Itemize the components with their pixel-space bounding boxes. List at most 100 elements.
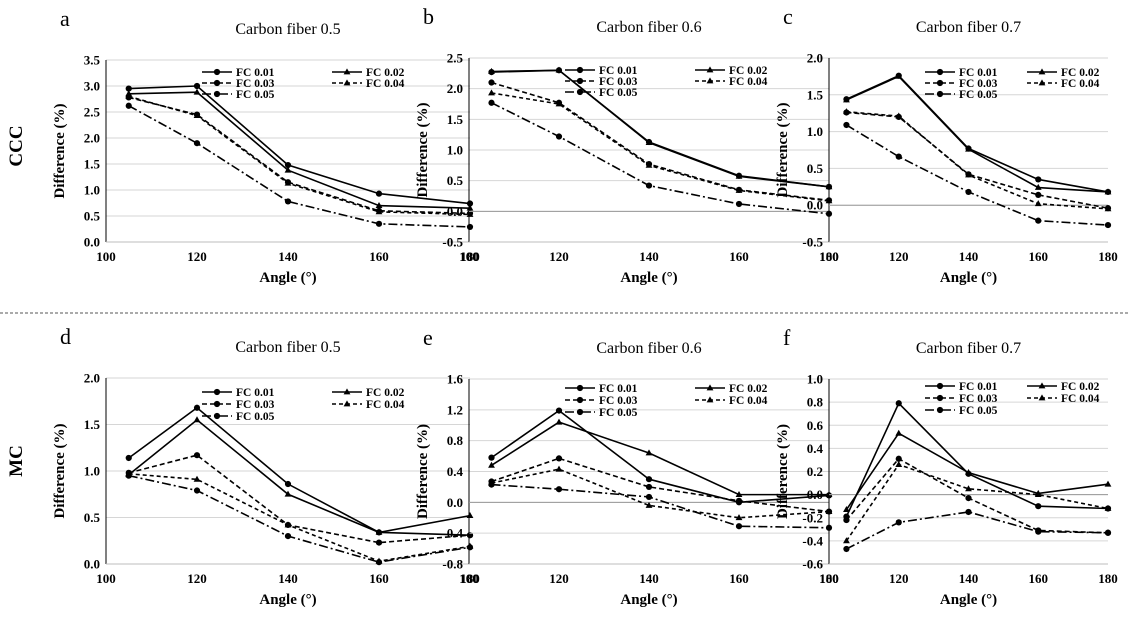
legend-marker-fc-005	[576, 408, 584, 416]
legend-label-fc-005: FC 0.05	[959, 405, 998, 417]
x-tick-label: 160	[729, 249, 749, 264]
legend-label-fc-005: FC 0.05	[599, 407, 638, 419]
legend-marker-fc-001	[936, 68, 944, 76]
y-tick-label: 3.5	[84, 53, 101, 68]
x-tick-label: 160	[369, 571, 389, 586]
data-point-fc-005	[1035, 528, 1042, 535]
legend-label-fc-004: FC 0.04	[366, 399, 405, 411]
y-axis-label: Difference (%)	[415, 424, 431, 519]
series-line-fc-004	[845, 463, 1109, 542]
data-point-fc-005	[735, 523, 743, 530]
data-point-fc-005	[125, 472, 132, 479]
legend-label-fc-005: FC 0.05	[959, 89, 998, 101]
legend-label-fc-005: FC 0.05	[236, 89, 275, 101]
legend-marker-fc-005	[213, 412, 221, 420]
x-axis-label: Angle (°)	[259, 270, 316, 286]
data-point-fc-005	[466, 223, 474, 231]
series-line-fc-003	[846, 111, 1109, 209]
data-point-fc-002	[375, 202, 383, 208]
data-point-fc-003	[488, 79, 495, 86]
y-tick-label: -0.2	[802, 510, 823, 525]
data-point-fc-002	[965, 469, 972, 476]
data-point-fc-005	[965, 188, 972, 196]
y-tick-label: 1.2	[447, 402, 463, 417]
legend-label-fc-002: FC 0.02	[1061, 381, 1100, 393]
data-point-fc-004	[1104, 504, 1112, 511]
y-axis-label: Difference (%)	[52, 103, 68, 198]
row-label-mc: MC	[6, 445, 27, 477]
y-tick-label: 0.5	[84, 209, 101, 224]
legend-label-fc-004: FC 0.04	[729, 395, 768, 407]
data-point-fc-001	[193, 82, 201, 90]
data-point-fc-002	[193, 88, 201, 95]
y-tick-label: 0.5	[84, 510, 101, 525]
data-point-fc-004	[284, 179, 292, 186]
y-tick-label: -0.4	[442, 526, 463, 541]
y-tick-label: 1.5	[807, 87, 824, 102]
x-tick-label: 160	[1029, 249, 1049, 264]
x-axis-label: Angle (°)	[620, 592, 677, 608]
data-point-fc-004	[895, 460, 903, 467]
y-tick-label: 0.8	[447, 433, 464, 448]
x-tick-label: 120	[889, 571, 909, 586]
legend-label-fc-002: FC 0.02	[1061, 67, 1100, 79]
legend-label-fc-001: FC 0.01	[236, 67, 275, 79]
data-point-fc-004	[895, 112, 903, 119]
chart-title: Carbon fiber 0.7	[916, 19, 1021, 36]
series-line-fc-005	[128, 105, 471, 228]
data-point-fc-003	[1035, 191, 1042, 198]
legend-label-fc-002: FC 0.02	[729, 383, 768, 395]
data-point-fc-001	[895, 400, 902, 407]
y-tick-label: 2.0	[84, 131, 100, 146]
x-tick-label: 100	[96, 249, 116, 264]
y-tick-label: 0.0	[84, 557, 100, 572]
legend-label-fc-003: FC 0.03	[959, 393, 998, 405]
data-point-fc-002	[1034, 183, 1042, 190]
data-point-fc-002	[895, 429, 903, 436]
legend-label-fc-005: FC 0.05	[599, 87, 638, 99]
x-tick-label: 140	[959, 249, 979, 264]
y-tick-label: 0.0	[447, 204, 463, 219]
legend-label-fc-003: FC 0.03	[236, 78, 275, 90]
y-tick-label: 0.8	[807, 395, 824, 410]
y-tick-label: 2.5	[447, 51, 464, 66]
legend-label-fc-005: FC 0.05	[236, 411, 275, 423]
legend-marker-fc-004	[343, 79, 351, 86]
data-point-fc-005	[735, 200, 743, 208]
legend-marker-fc-002	[1038, 68, 1046, 75]
x-tick-label: 160	[1029, 571, 1049, 586]
legend-label-fc-001: FC 0.01	[959, 381, 998, 393]
data-point-fc-002	[284, 166, 292, 173]
chart-title: Carbon fiber 0.5	[235, 21, 340, 38]
data-point-fc-003	[735, 497, 743, 504]
y-axis-label: Difference (%)	[415, 102, 431, 197]
data-point-fc-004	[1034, 200, 1042, 207]
data-point-fc-005	[488, 99, 495, 106]
legend-marker-fc-002	[706, 66, 714, 73]
chart-title: Carbon fiber 0.5	[235, 339, 340, 356]
legend-marker-fc-004	[343, 400, 351, 407]
data-point-fc-004	[1034, 491, 1042, 498]
legend-marker-fc-001	[936, 382, 944, 390]
panel-f: f Carbon fiber 0.7 -0.6 -0.4 -0.2 0.0 0.2 0.4 0.…	[775, 325, 1118, 608]
legend-label-fc-002: FC 0.02	[729, 65, 768, 77]
y-tick-label: -0.6	[802, 557, 823, 572]
legend-marker-fc-005	[936, 406, 944, 414]
panel-letter-c: c	[783, 4, 793, 29]
panel-letter-f: f	[783, 325, 791, 350]
legend-marker-fc-003	[213, 400, 221, 408]
data-point-fc-002	[735, 172, 743, 179]
data-point-fc-001	[193, 404, 201, 411]
data-point-fc-002	[488, 67, 495, 74]
y-tick-label: 1.5	[84, 417, 101, 432]
data-point-fc-002	[895, 72, 903, 79]
y-tick-label: 2.5	[84, 105, 101, 120]
panel-d: d Carbon fiber 0.5 0.0 0.5 1.0 1.5 2.0 100 120 14…	[52, 324, 480, 608]
data-point-fc-005	[488, 481, 495, 488]
data-point-fc-005	[284, 533, 292, 540]
legend-label-fc-002: FC 0.02	[366, 387, 405, 399]
data-point-fc-002	[843, 506, 850, 513]
data-point-fc-005	[895, 153, 902, 160]
data-point-fc-003	[895, 455, 902, 462]
